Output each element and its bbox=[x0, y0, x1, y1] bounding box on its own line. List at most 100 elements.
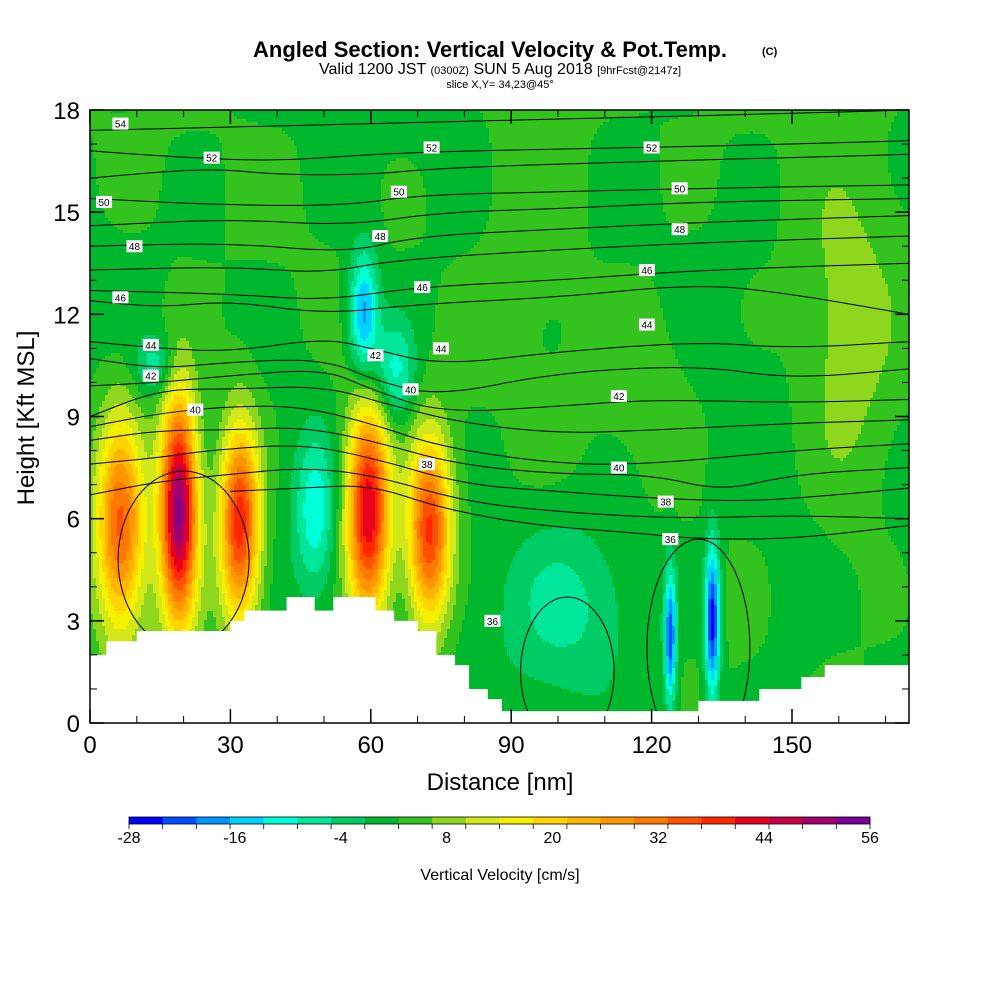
vertical-velocity-field bbox=[90, 110, 909, 723]
contour-label-46: 46 bbox=[641, 266, 653, 277]
x-axis-label: Distance [nm] bbox=[427, 769, 574, 796]
contour-label-44: 44 bbox=[435, 344, 447, 355]
x-tick-label: 90 bbox=[498, 732, 525, 759]
contour-label-box bbox=[610, 390, 627, 403]
contour-label-36: 36 bbox=[487, 617, 499, 628]
contour-label-box bbox=[402, 383, 419, 396]
contour-label-50: 50 bbox=[98, 198, 110, 209]
y-tick-label: 9 bbox=[67, 405, 80, 432]
colorbar-swatch bbox=[129, 817, 164, 824]
contour-label-42: 42 bbox=[613, 392, 625, 403]
colorbar-tick-label: -4 bbox=[334, 830, 348, 847]
contour-label-box bbox=[126, 240, 143, 253]
potential-temperature-contours bbox=[90, 110, 909, 723]
contour-label-46: 46 bbox=[417, 283, 429, 294]
colorbar-swatch bbox=[398, 817, 433, 824]
contour-label-box bbox=[638, 264, 655, 277]
colorbar-swatch bbox=[196, 817, 231, 824]
contour-label-44: 44 bbox=[145, 341, 157, 352]
theta-contour-52-1 bbox=[90, 140, 909, 161]
contour-label-44: 44 bbox=[641, 321, 653, 332]
theta-contour-40-14 bbox=[90, 427, 909, 488]
contour-label-box bbox=[187, 403, 204, 416]
contour-label-box bbox=[372, 230, 389, 243]
colorbar-tick-label: 20 bbox=[544, 830, 562, 847]
colorbar-tick-label: 32 bbox=[649, 830, 667, 847]
colorbar-swatch bbox=[634, 817, 669, 824]
colorbar-swatch bbox=[768, 817, 804, 824]
contour-label-box bbox=[671, 182, 688, 195]
theta-contour-loop-1 bbox=[646, 538, 751, 723]
colorbar-swatch bbox=[667, 817, 702, 824]
colorbar-swatch bbox=[499, 817, 534, 824]
contour-label-box bbox=[142, 338, 159, 351]
contour-label-box bbox=[142, 369, 159, 382]
valid-utc: (0300Z) bbox=[430, 65, 469, 77]
colorbar-swatch bbox=[802, 817, 837, 824]
contour-label-48: 48 bbox=[674, 225, 686, 236]
contour-label-48: 48 bbox=[129, 242, 141, 253]
contour-label-box bbox=[414, 281, 431, 294]
colorbar-swatch bbox=[600, 817, 635, 824]
colorbar-swatch bbox=[735, 817, 770, 824]
colorbar-tick-label: 8 bbox=[442, 830, 451, 847]
theta-contour-48-6 bbox=[90, 235, 909, 272]
colorbar-tick-label: 44 bbox=[755, 830, 773, 847]
contour-label-52: 52 bbox=[646, 143, 658, 154]
colorbar-swatch bbox=[230, 817, 265, 824]
contour-label-box bbox=[657, 495, 674, 508]
theta-contour-46-7 bbox=[90, 262, 909, 299]
y-tick-label: 3 bbox=[67, 609, 80, 636]
theta-contour-50-4 bbox=[90, 198, 909, 227]
contour-label-36: 36 bbox=[665, 535, 677, 546]
colorbar-swatch bbox=[331, 817, 366, 824]
theta-contour-54-0 bbox=[90, 110, 909, 131]
x-tick-label: 120 bbox=[632, 732, 672, 759]
contour-label-46: 46 bbox=[115, 293, 127, 304]
colorbar-tick-label: -28 bbox=[117, 830, 140, 847]
x-tick-label: 0 bbox=[83, 732, 96, 759]
contour-label-box bbox=[433, 342, 449, 355]
colorbar-swatch bbox=[533, 817, 568, 824]
contour-label-box bbox=[610, 461, 627, 474]
colorbar-label: Vertical Velocity [cm/s] bbox=[420, 867, 579, 884]
theta-contour-52-2 bbox=[90, 153, 909, 179]
contour-label-50: 50 bbox=[674, 184, 686, 195]
theta-contour-38-16 bbox=[90, 468, 909, 520]
colorbar-swatch bbox=[297, 817, 332, 824]
x-tick-label: 30 bbox=[217, 732, 244, 759]
theta-contour-loop-0 bbox=[520, 596, 615, 723]
terrain-fill bbox=[90, 596, 909, 723]
contour-label-box bbox=[390, 185, 407, 198]
contour-label-box bbox=[203, 151, 220, 164]
contour-label-box bbox=[112, 117, 129, 130]
contour-label-box bbox=[418, 458, 435, 471]
x-tick-label: 150 bbox=[772, 732, 812, 759]
valid-date: SUN 5 Aug 2018 bbox=[473, 61, 592, 78]
contour-label-48: 48 bbox=[375, 232, 387, 243]
colorbar-tick-label: 56 bbox=[861, 830, 879, 847]
x-tick-label: 60 bbox=[357, 732, 384, 759]
theta-contour-50-3 bbox=[90, 184, 909, 206]
contour-label-box bbox=[643, 141, 660, 154]
chart-title-unit: (C) bbox=[762, 46, 778, 58]
contour-label-40: 40 bbox=[190, 406, 202, 417]
contour-label-54: 54 bbox=[115, 120, 127, 131]
y-axis-label: Height [Kft MSL] bbox=[13, 331, 40, 506]
colorbar-tick-label: -16 bbox=[223, 830, 246, 847]
contour-label-box bbox=[367, 349, 384, 362]
contour-label-42: 42 bbox=[370, 351, 382, 362]
forecast-info: [9hrFcst@2147z] bbox=[597, 65, 681, 77]
contour-label-52: 52 bbox=[206, 154, 218, 165]
contour-label-38: 38 bbox=[421, 460, 433, 471]
theta-contour-46-8 bbox=[90, 286, 909, 315]
colorbar-swatch bbox=[263, 817, 298, 824]
y-tick-label: 0 bbox=[67, 711, 80, 738]
valid-time-line: Valid 1200 JST (0300Z) SUN 5 Aug 2018 [9… bbox=[319, 61, 681, 78]
colorbar-swatch bbox=[465, 817, 500, 824]
valid-prefix: Valid 1200 JST bbox=[319, 61, 427, 78]
colorbar-swatch bbox=[432, 817, 467, 824]
contour-label-38: 38 bbox=[660, 498, 672, 509]
